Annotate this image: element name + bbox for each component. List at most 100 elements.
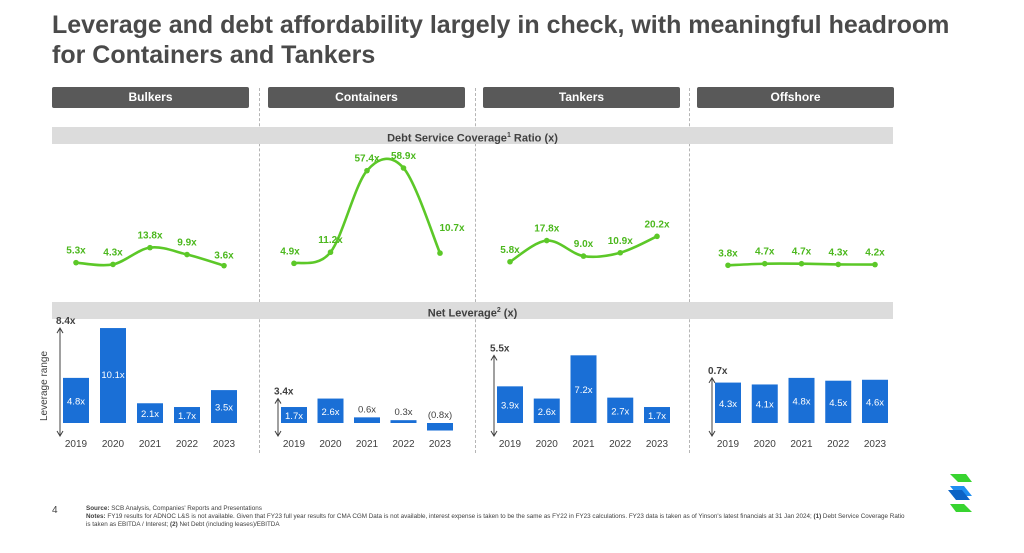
leverage-band-footnote: 2	[496, 307, 501, 314]
year-tick-label: 2022	[392, 439, 415, 450]
dscr-value-label: 11.2x	[318, 235, 343, 246]
dscr-line	[293, 157, 442, 265]
leverage-band-suffix: (x)	[500, 307, 518, 320]
dscr-value-label: 13.8x	[137, 231, 162, 242]
note-1-label: (1)	[813, 513, 822, 521]
leverage-value-label: 0.6x	[358, 404, 376, 415]
year-tick-label: 2020	[102, 439, 125, 450]
leverage-range-label: 0.7x	[708, 366, 728, 377]
leverage-value-label: (0.8x)	[428, 410, 452, 421]
leverage-bar	[211, 390, 237, 423]
dscr-point	[872, 261, 878, 268]
dscr-point	[543, 237, 550, 244]
segment-header-containers: Containers	[268, 87, 465, 108]
leverage-value-label: 4.8x	[67, 396, 85, 407]
dscr-value-label: 10.7x	[439, 223, 464, 234]
range-arrow-head	[274, 430, 282, 437]
dscr-band-label: Debt Service Coverage	[387, 132, 507, 145]
bank-logo	[948, 474, 972, 512]
leverage-bar	[354, 417, 380, 423]
dscr-point	[761, 260, 768, 267]
leverage-bar	[751, 384, 778, 423]
dscr-point	[507, 258, 513, 265]
leverage-range-label: 3.4x	[274, 387, 294, 398]
year-tick-label: 2020	[319, 439, 342, 450]
leverage-value-label: 10.1x	[101, 370, 124, 381]
leverage-value-label: 2.7x	[611, 406, 629, 417]
dscr-point	[400, 165, 407, 171]
leverage-band-label: Net Leverage	[427, 307, 497, 320]
year-tick-label: 2023	[213, 439, 236, 450]
leverage-value-label: 2.6x	[538, 407, 556, 418]
leverage-bar	[644, 407, 670, 423]
leverage-value-label: 4.8x	[793, 396, 811, 407]
dscr-value-label: 9.9x	[177, 238, 197, 249]
leverage-value-label: 4.3x	[719, 399, 737, 410]
leverage-bar	[317, 398, 344, 423]
leverage-range-axis-label: Leverage range	[39, 351, 50, 421]
leverage-value-label: 2.1x	[141, 409, 159, 420]
year-tick-label: 2021	[139, 439, 162, 450]
segment-header-tankers: Tankers	[483, 87, 680, 108]
dscr-point	[798, 260, 805, 267]
dscr-value-label: 57.4x	[354, 154, 379, 165]
dscr-point	[147, 244, 153, 251]
range-arrow-head	[56, 430, 64, 437]
dscr-point	[437, 250, 443, 256]
range-arrow-head	[708, 376, 716, 384]
dscr-value-label: 4.2x	[865, 248, 885, 259]
leverage-bar	[427, 423, 453, 431]
leverage-bar	[137, 403, 163, 423]
notes: Notes: FY19 results for ADNOC L&S is not…	[86, 513, 906, 529]
year-tick-label: 2019	[65, 439, 88, 450]
leverage-value-label: 1.7x	[648, 411, 666, 422]
dscr-value-label: 5.3x	[66, 246, 86, 257]
dscr-value-label: 4.3x	[103, 247, 123, 258]
year-tick-label: 2021	[572, 439, 595, 450]
dscr-point	[221, 262, 227, 269]
dscr-value-label: 5.8x	[500, 245, 520, 256]
year-tick-label: 2019	[283, 439, 306, 450]
notes-label: Notes:	[86, 513, 106, 521]
source-note: Source: SCB Analysis, Companies' Reports…	[86, 505, 906, 513]
leverage-bar	[570, 355, 597, 423]
leverage-value-label: 4.5x	[829, 398, 847, 409]
dscr-value-label: 3.8x	[718, 248, 738, 259]
dscr-value-label: 4.3x	[829, 247, 849, 258]
leverage-range-label: 8.4x	[56, 316, 76, 327]
source-label: Source:	[86, 505, 110, 512]
leverage-band: Net Leverage2 (x)	[52, 302, 893, 320]
dscr-value-label: 4.9x	[280, 246, 300, 257]
year-tick-label: 2023	[429, 439, 452, 450]
leverage-bar	[825, 380, 852, 423]
page-number: 4	[52, 505, 58, 516]
source-text: SCB Analysis, Companies' Reports and Pre…	[109, 505, 262, 512]
note-1-text: Debt Service Coverage Ratio is taken as …	[86, 513, 905, 529]
leverage-bar	[607, 397, 634, 423]
range-arrow-head	[56, 327, 64, 334]
leverage-bar	[63, 377, 89, 423]
dscr-value-label: 4.7x	[755, 247, 775, 258]
dscr-value-label: 20.2x	[644, 219, 669, 230]
leverage-bar	[862, 379, 888, 423]
segment-header-bulkers: Bulkers	[52, 87, 249, 108]
dscr-point	[835, 261, 842, 268]
dscr-value-label: 17.8x	[534, 224, 559, 235]
year-tick-label: 2019	[717, 439, 740, 450]
year-tick-label: 2020	[754, 439, 777, 450]
leverage-value-label: 0.3x	[395, 407, 413, 418]
dscr-point	[364, 167, 370, 174]
note-2-text: Net Debt (including leases)/EBITDA	[177, 521, 280, 529]
page-title: Leverage and debt affordability largely …	[52, 11, 950, 69]
dscr-value-label: 58.9x	[391, 151, 416, 162]
dscr-point	[110, 261, 116, 268]
panel-divider	[475, 88, 476, 453]
leverage-value-label: 1.7x	[178, 411, 196, 422]
year-tick-label: 2022	[609, 439, 632, 450]
leverage-bar	[281, 407, 307, 423]
dscr-point	[327, 249, 334, 256]
leverage-bar	[497, 386, 523, 423]
dscr-point	[184, 251, 190, 258]
dscr-point	[725, 262, 731, 269]
